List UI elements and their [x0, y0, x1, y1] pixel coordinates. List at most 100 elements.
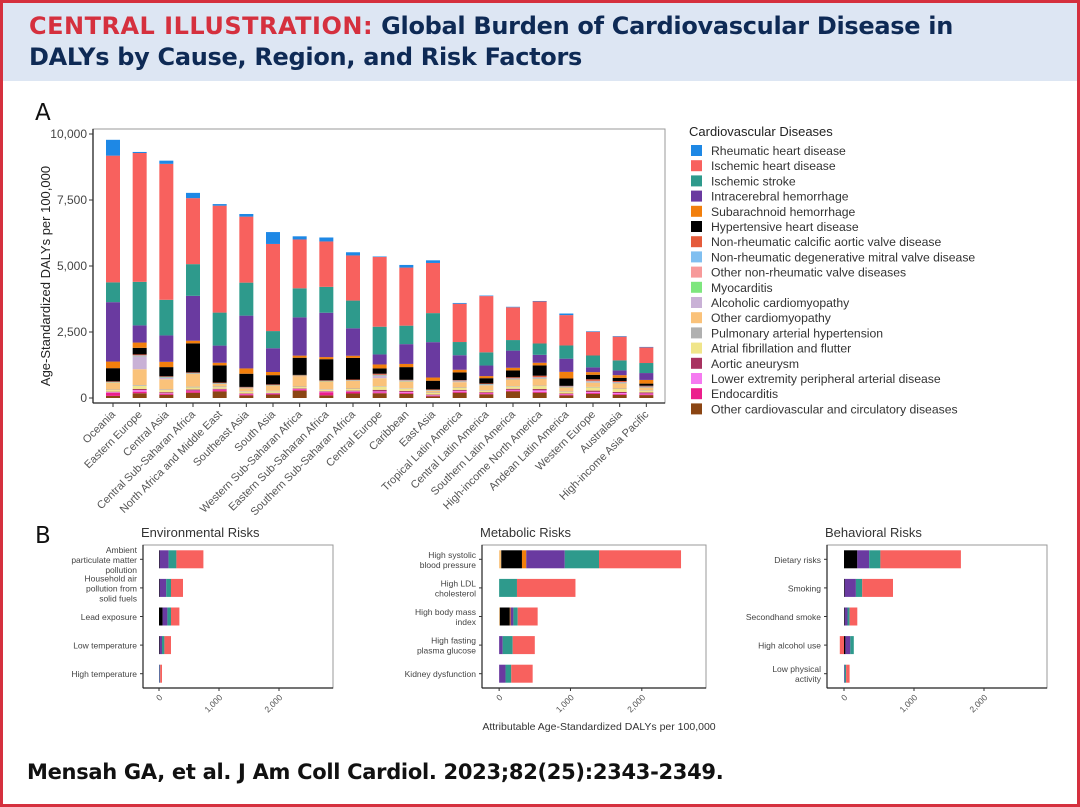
- legend-label: Aortic aneurysm: [711, 357, 799, 371]
- bar-segment: [399, 380, 414, 382]
- bar-segment: [186, 391, 200, 393]
- bar-segment: [159, 664, 160, 683]
- y-tick-label: 5,000: [57, 259, 87, 273]
- bar-segment: [612, 389, 627, 392]
- bar-segment: [479, 296, 494, 353]
- bar-segment: [857, 550, 870, 569]
- bar-segment: [426, 262, 440, 314]
- bar-segment: [266, 392, 280, 394]
- bar-segment: [266, 375, 280, 385]
- bar-segment: [346, 391, 360, 394]
- page-title: CENTRAL ILLUSTRATION: Global Burden of C…: [29, 11, 1049, 73]
- bar-stack: [106, 139, 120, 398]
- bar-segment: [612, 383, 627, 389]
- bar-segment: [372, 257, 387, 327]
- y-tick-label: particulate matter: [71, 555, 137, 565]
- bar-stack: [639, 346, 654, 398]
- bar-segment: [266, 348, 280, 372]
- legend-label: Other cardiovascular and circulatory dis…: [711, 402, 958, 416]
- legend-swatch: [691, 281, 702, 293]
- bar-segment: [586, 381, 600, 383]
- x-axis-label: Attributable Age-Standardized DALYs per …: [482, 721, 715, 733]
- bar-segment: [346, 379, 360, 381]
- bar-segment: [186, 390, 200, 392]
- bar-segment: [399, 381, 414, 382]
- bar-segment: [612, 382, 627, 384]
- bar-segment: [346, 357, 360, 380]
- bar-segment: [399, 392, 414, 394]
- bar-segment: [559, 395, 574, 398]
- y-tick-label: Lead exposure: [81, 612, 138, 622]
- bar-segment: [292, 288, 307, 318]
- bar-segment: [212, 383, 227, 387]
- bar-segment: [159, 367, 174, 377]
- bar-segment: [479, 385, 494, 391]
- bar-segment: [239, 216, 254, 283]
- bar-segment: [612, 382, 627, 383]
- bar-segment: [479, 365, 494, 377]
- bar-segment: [426, 390, 440, 391]
- bar-segment: [399, 267, 414, 326]
- legend-label: Other cardiomyopathy: [711, 311, 832, 325]
- bar-segment: [426, 389, 440, 390]
- bar-segment: [845, 636, 851, 655]
- bar-segment: [132, 347, 147, 355]
- bar-segment: [559, 358, 574, 372]
- bar-segment: [132, 325, 147, 343]
- bar-segment: [372, 354, 387, 365]
- bar-segment: [372, 386, 387, 390]
- bar-segment: [399, 264, 414, 268]
- bar-segment: [372, 386, 387, 387]
- bar-segment: [639, 387, 654, 388]
- bar-segment: [880, 550, 961, 569]
- legend-swatch: [691, 175, 702, 187]
- bar-segment: [159, 393, 174, 394]
- bar-segment: [479, 376, 494, 379]
- bar-segment: [532, 377, 547, 378]
- bar-segment: [499, 664, 506, 683]
- y-tick-label: High temperature: [71, 669, 137, 679]
- bar-stack: [426, 260, 440, 398]
- bar-segment: [132, 281, 147, 326]
- bar-segment: [521, 550, 527, 569]
- bar-segment: [506, 307, 520, 341]
- bar-segment: [132, 369, 147, 386]
- bar-segment: [844, 664, 847, 683]
- bar-segment: [452, 387, 467, 388]
- bar-segment: [532, 392, 547, 398]
- bar-segment: [346, 388, 360, 390]
- bar-segment: [499, 607, 510, 626]
- y-tick-label: solid fuels: [99, 593, 137, 603]
- bar-segment: [452, 355, 467, 370]
- bar-segment: [399, 380, 414, 382]
- bar-segment: [239, 387, 254, 389]
- bar-segment: [399, 390, 414, 392]
- bar-segment: [372, 392, 387, 394]
- bar-segment: [639, 394, 654, 396]
- bar-segment: [106, 282, 120, 303]
- bar-segment: [372, 373, 387, 375]
- title-line-1: Global Burden of Cardiovascular Disease …: [381, 12, 954, 40]
- bar-segment: [266, 385, 280, 391]
- bar-segment: [506, 389, 520, 391]
- bar-segment: [132, 385, 147, 390]
- bar-segment: [426, 396, 440, 398]
- bar-segment: [186, 198, 200, 265]
- x-tick-label: 1,000: [554, 692, 576, 714]
- bar-segment: [612, 394, 627, 395]
- panel-a-label: A: [35, 100, 51, 126]
- bar-segment: [479, 384, 494, 386]
- bar-segment: [639, 386, 654, 388]
- y-tick-label: index: [456, 617, 477, 627]
- bar-segment: [132, 355, 147, 356]
- bar-segment: [479, 392, 494, 394]
- legend-label: Myocarditis: [711, 281, 773, 295]
- bar-segment: [586, 372, 600, 375]
- bar-segment: [186, 343, 200, 373]
- bar-segment: [266, 393, 280, 394]
- bar-segment: [506, 378, 520, 379]
- bar-segment: [506, 386, 520, 389]
- bar-segment: [509, 607, 511, 626]
- bar-segment: [212, 312, 227, 346]
- bar-segment: [266, 385, 280, 386]
